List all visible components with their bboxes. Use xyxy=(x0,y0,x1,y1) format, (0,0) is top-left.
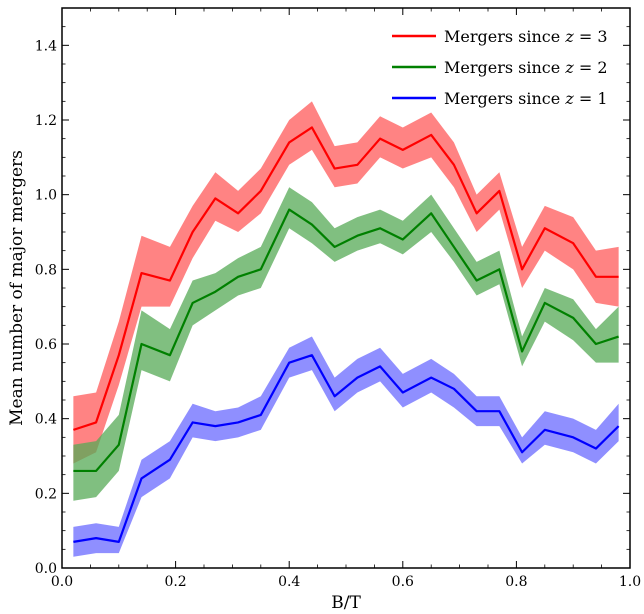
x-tick-label: 0.8 xyxy=(505,574,527,590)
series-3-line xyxy=(73,354,620,543)
x-tick-label: 0.4 xyxy=(278,574,300,590)
series-2-band xyxy=(73,187,619,501)
series-1-line xyxy=(73,126,619,431)
legend: Mergers since z = 3 Mergers since z = 2 Me… xyxy=(392,27,608,108)
series-3-band xyxy=(73,336,619,557)
y-axis-label: Mean number of major mergers xyxy=(7,150,27,426)
series-2-line xyxy=(73,208,619,473)
confidence-bands xyxy=(73,101,619,557)
y-tick-label: 1.2 xyxy=(35,113,57,129)
series-lines xyxy=(73,126,620,543)
y-tick-label: 1.4 xyxy=(35,38,57,54)
y-tick-label: 0.2 xyxy=(35,486,57,502)
y-tick-label: 0.4 xyxy=(35,412,57,428)
axis-ticks xyxy=(61,8,631,569)
legend-label-2: Mergers since z = 2 xyxy=(444,58,608,77)
series-1-band xyxy=(73,101,619,464)
y-tick-label: 0.0 xyxy=(35,561,57,577)
y-tick-label: 0.8 xyxy=(35,262,57,278)
legend-label-1: Mergers since z = 3 xyxy=(444,27,608,46)
x-tick-label: 1.0 xyxy=(619,574,641,590)
x-tick-label: 0.2 xyxy=(164,574,186,590)
tick-labels: 0.0 0.2 0.4 0.6 0.8 1.0 0.0 0.2 0.4 0.6 0.8 1.0 1.2 1… xyxy=(35,38,641,590)
x-tick-label: 0.6 xyxy=(392,574,414,590)
y-tick-label: 1.0 xyxy=(35,188,57,204)
y-tick-label: 0.6 xyxy=(35,337,57,353)
x-axis-label: B/T xyxy=(331,593,361,613)
x-tick-label: 0.0 xyxy=(51,574,73,590)
legend-label-3: Mergers since z = 1 xyxy=(444,89,608,108)
